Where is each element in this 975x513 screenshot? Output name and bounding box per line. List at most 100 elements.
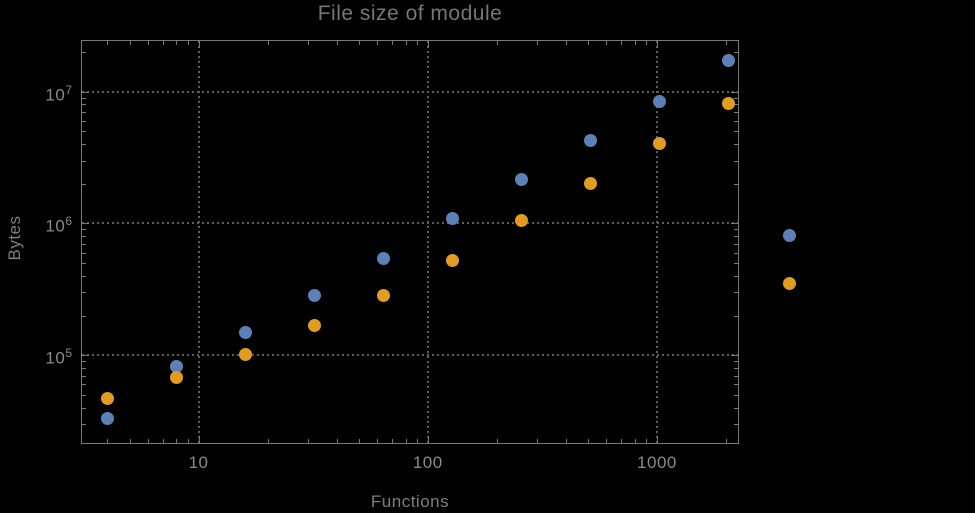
y-tick-mark xyxy=(82,236,86,238)
x-tick-mark xyxy=(188,41,190,45)
x-tick-mark xyxy=(587,439,589,443)
y-tick-mark xyxy=(734,160,738,162)
data-point-series-2-orange xyxy=(307,319,321,333)
y-tick-mark xyxy=(82,97,86,99)
y-tick-mark xyxy=(82,120,86,122)
y-tick-mark xyxy=(734,252,738,254)
x-tick-mark xyxy=(107,439,109,443)
x-tick-mark xyxy=(646,41,648,45)
x-tick-mark xyxy=(537,439,539,443)
x-tick-mark xyxy=(587,41,589,45)
y-tick-mark xyxy=(734,51,738,53)
y-tick-mark xyxy=(734,375,738,377)
x-tick-mark xyxy=(376,41,378,45)
y-tick-mark xyxy=(82,243,86,245)
y-tick-mark xyxy=(731,355,738,357)
data-point-series-2-orange xyxy=(238,347,252,361)
y-tick-mark xyxy=(734,104,738,106)
x-tick-mark xyxy=(405,439,407,443)
plot-frame xyxy=(81,40,739,444)
y-gridline xyxy=(82,354,738,357)
x-tick-mark xyxy=(646,439,648,443)
data-point-series-2-orange xyxy=(721,97,735,111)
y-tick-mark xyxy=(734,367,738,369)
y-tick-mark xyxy=(734,315,738,317)
x-tick-label: 10 xyxy=(188,453,209,472)
x-tick-mark xyxy=(358,439,360,443)
data-point-series-1-blue xyxy=(376,252,390,266)
data-point-series-1-blue xyxy=(583,134,597,148)
y-tick-mark xyxy=(82,367,86,369)
x-tick-mark xyxy=(336,41,338,45)
y-tick-mark xyxy=(731,91,738,93)
y-tick-mark xyxy=(82,394,86,396)
x-gridline xyxy=(655,41,658,443)
x-tick-mark xyxy=(147,41,149,45)
y-tick-mark xyxy=(734,424,738,426)
y-tick-mark xyxy=(734,361,738,363)
x-tick-mark xyxy=(392,439,394,443)
y-tick-mark xyxy=(734,120,738,122)
x-tick-mark xyxy=(163,439,165,443)
x-tick-mark xyxy=(417,439,419,443)
x-tick-mark xyxy=(358,41,360,45)
y-tick-mark xyxy=(82,292,86,294)
x-tick-mark xyxy=(307,439,309,443)
y-gridline xyxy=(82,90,738,93)
y-tick-mark xyxy=(82,183,86,185)
data-point-series-2-orange xyxy=(169,370,183,384)
legend-marker-series-2-orange xyxy=(782,276,796,290)
data-point-series-2-orange xyxy=(514,214,528,228)
x-tick-mark xyxy=(427,41,429,48)
legend-marker-series-1-blue xyxy=(782,228,796,242)
y-tick-mark xyxy=(82,112,86,114)
y-tick-mark xyxy=(82,144,86,146)
y-tick-mark xyxy=(734,131,738,133)
x-tick-mark xyxy=(376,439,378,443)
x-tick-mark xyxy=(725,41,727,45)
y-tick-mark xyxy=(82,263,86,265)
x-tick-mark xyxy=(537,41,539,45)
x-tick-mark xyxy=(129,439,131,443)
data-point-series-1-blue xyxy=(100,412,114,426)
y-tick-mark xyxy=(734,275,738,277)
x-tick-mark xyxy=(496,439,498,443)
x-gridline xyxy=(197,41,200,443)
y-tick-label: 105 xyxy=(45,346,72,368)
x-tick-mark xyxy=(656,436,658,443)
y-tick-mark xyxy=(82,51,86,53)
y-tick-mark xyxy=(82,104,86,106)
x-gridline xyxy=(426,41,429,443)
data-point-series-1-blue xyxy=(721,54,735,68)
y-tick-mark xyxy=(734,243,738,245)
y-tick-mark xyxy=(82,361,86,363)
data-point-series-2-orange xyxy=(583,177,597,191)
y-tick-mark xyxy=(734,394,738,396)
x-tick-mark xyxy=(621,439,623,443)
x-tick-mark xyxy=(392,41,394,45)
x-tick-mark xyxy=(307,41,309,45)
x-tick-mark xyxy=(198,41,200,48)
x-tick-mark xyxy=(107,41,109,45)
chart-title: File size of module xyxy=(317,2,503,25)
y-tick-mark xyxy=(82,229,86,231)
x-tick-mark xyxy=(176,439,178,443)
y-tick-mark xyxy=(734,384,738,386)
y-tick-mark xyxy=(734,97,738,99)
y-tick-mark xyxy=(734,236,738,238)
y-tick-label: 106 xyxy=(45,214,72,237)
data-point-series-2-orange xyxy=(100,391,114,405)
x-tick-mark xyxy=(565,439,567,443)
y-tick-mark xyxy=(82,315,86,317)
y-tick-mark xyxy=(82,223,89,225)
x-tick-mark xyxy=(129,41,131,45)
y-tick-mark xyxy=(731,223,738,225)
x-tick-mark xyxy=(163,41,165,45)
data-point-series-1-blue xyxy=(652,94,666,108)
y-tick-mark xyxy=(734,292,738,294)
y-tick-mark xyxy=(734,144,738,146)
data-point-series-1-blue xyxy=(307,289,321,303)
x-tick-mark xyxy=(725,439,727,443)
x-tick-mark xyxy=(267,41,269,45)
x-tick-mark xyxy=(606,439,608,443)
